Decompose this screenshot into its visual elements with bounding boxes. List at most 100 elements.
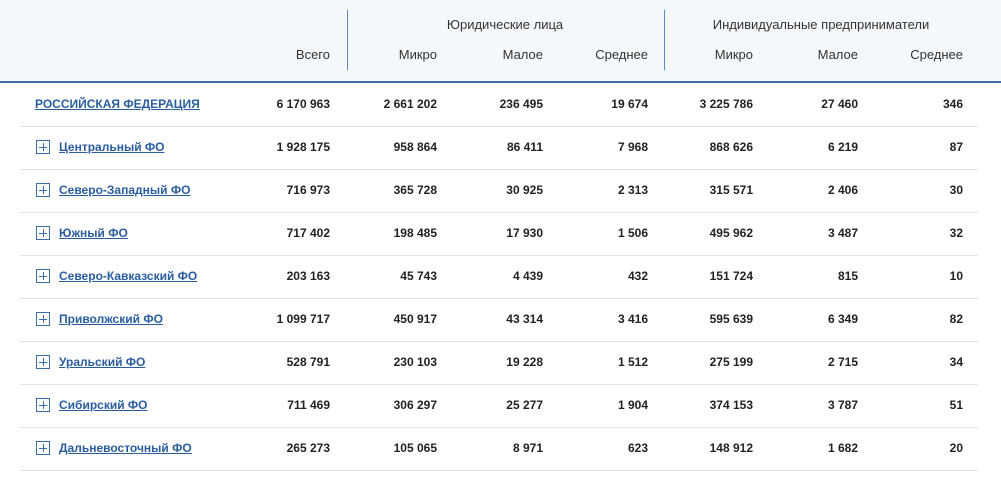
column-header: Среднее [595, 47, 648, 62]
cell-value: 495 962 [709, 226, 753, 240]
region-link[interactable]: Северо-Западный ФО [59, 183, 191, 197]
cell-value: 30 [949, 183, 963, 197]
cell-value: 17 930 [506, 226, 543, 240]
cell-value: 4 439 [512, 269, 543, 283]
cell-value: 86 411 [506, 140, 543, 154]
cell-value: 346 [942, 97, 963, 111]
row-divider [20, 384, 978, 385]
region-link[interactable]: Центральный ФО [59, 140, 165, 154]
cell-value: 528 791 [286, 355, 330, 369]
row-divider [20, 255, 978, 256]
region-link[interactable]: Южный ФО [59, 226, 128, 240]
cell-value: 6 219 [827, 140, 858, 154]
separator [347, 10, 348, 70]
expand-button[interactable] [36, 140, 50, 154]
cell-value: 265 273 [286, 441, 330, 455]
cell-value: 20 [949, 441, 963, 455]
cell-value: 716 973 [286, 183, 330, 197]
cell-value: 43 314 [506, 312, 543, 326]
cell-value: 595 639 [709, 312, 753, 326]
cell-value: 151 724 [709, 269, 753, 283]
row-divider [20, 341, 978, 342]
column-header: Малое [817, 47, 858, 62]
row-divider [20, 169, 978, 170]
cell-value: 7 968 [617, 140, 648, 154]
cell-value: 19 674 [611, 97, 648, 111]
expand-button[interactable] [36, 269, 50, 283]
cell-value: 2 661 202 [383, 97, 437, 111]
cell-value: 51 [949, 398, 963, 412]
cell-value: 958 864 [393, 140, 437, 154]
cell-value: 1 099 717 [276, 312, 330, 326]
cell-value: 6 170 963 [276, 97, 330, 111]
row-divider [20, 298, 978, 299]
cell-value: 34 [949, 355, 963, 369]
cell-value: 868 626 [709, 140, 753, 154]
cell-value: 203 163 [286, 269, 330, 283]
cell-value: 306 297 [393, 398, 437, 412]
cell-value: 198 485 [393, 226, 437, 240]
cell-value: 1 506 [617, 226, 648, 240]
group-header: Юридические лица [446, 17, 564, 32]
region-link[interactable]: Дальневосточный ФО [59, 441, 192, 455]
cell-value: 25 277 [506, 398, 543, 412]
cell-value: 10 [949, 269, 963, 283]
cell-value: 711 469 [287, 398, 330, 412]
region-link[interactable]: Северо-Кавказский ФО [59, 269, 198, 283]
cell-value: 3 487 [827, 226, 858, 240]
expand-button[interactable] [36, 441, 50, 455]
cell-value: 82 [949, 312, 963, 326]
cell-value: 432 [627, 269, 648, 283]
cell-value: 105 065 [393, 441, 437, 455]
region-link[interactable]: Сибирский ФО [59, 398, 148, 412]
cell-value: 3 787 [827, 398, 858, 412]
cell-value: 374 153 [709, 398, 753, 412]
row-divider [20, 212, 978, 213]
column-header: Микро [398, 47, 437, 62]
column-header: Среднее [910, 47, 963, 62]
cell-value: 27 460 [821, 97, 858, 111]
cell-value: 1 682 [827, 441, 858, 455]
row-divider [20, 427, 978, 428]
row-divider [20, 470, 978, 471]
separator [664, 10, 665, 70]
column-header: Микро [714, 47, 753, 62]
cell-value: 450 917 [393, 312, 437, 326]
cell-value: 30 925 [506, 183, 543, 197]
expand-button[interactable] [36, 183, 50, 197]
expand-button[interactable] [36, 312, 50, 326]
cell-value: 365 728 [393, 183, 437, 197]
cell-value: 623 [627, 441, 648, 455]
cell-value: 1 904 [617, 398, 648, 412]
cell-value: 87 [949, 140, 963, 154]
region-link[interactable]: РОССИЙСКАЯ ФЕДЕРАЦИЯ [35, 97, 200, 111]
region-link[interactable]: Уральский ФО [59, 355, 146, 369]
cell-value: 236 495 [499, 97, 543, 111]
cell-value: 8 971 [512, 441, 543, 455]
cell-value: 2 313 [617, 183, 648, 197]
group-header: Индивидуальные предприниматели [712, 17, 930, 32]
cell-value: 815 [837, 269, 858, 283]
table-header [0, 0, 1001, 83]
cell-value: 3 416 [617, 312, 648, 326]
expand-button[interactable] [36, 398, 50, 412]
cell-value: 1 928 175 [276, 140, 330, 154]
cell-value: 19 228 [506, 355, 543, 369]
cell-value: 717 402 [286, 226, 330, 240]
cell-value: 315 571 [709, 183, 753, 197]
cell-value: 230 103 [393, 355, 437, 369]
cell-value: 3 225 786 [699, 97, 753, 111]
expand-button[interactable] [36, 355, 50, 369]
expand-button[interactable] [36, 226, 50, 240]
cell-value: 6 349 [827, 312, 858, 326]
region-link[interactable]: Приволжский ФО [59, 312, 163, 326]
cell-value: 148 912 [709, 441, 753, 455]
cell-value: 275 199 [709, 355, 753, 369]
column-header: Всего [295, 47, 330, 62]
column-header: Малое [502, 47, 543, 62]
row-divider [20, 126, 978, 127]
cell-value: 1 512 [617, 355, 648, 369]
cell-value: 2 715 [827, 355, 858, 369]
cell-value: 2 406 [827, 183, 858, 197]
